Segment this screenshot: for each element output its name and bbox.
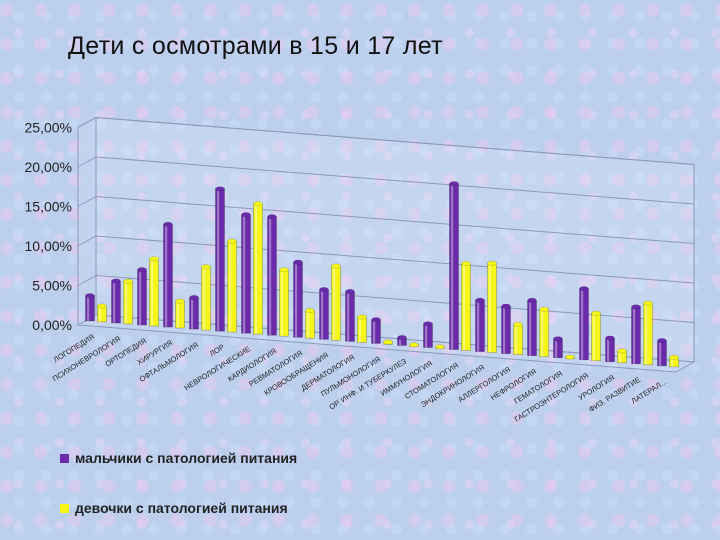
bar-boys-11 (371, 317, 381, 344)
bar-girls-9 (331, 263, 341, 341)
bar-girls-19 (591, 310, 601, 362)
bar-boys-3 (163, 221, 173, 328)
bar-boys-0 (85, 293, 95, 322)
bar-girls-7 (279, 267, 289, 337)
bar-girls-6 (253, 201, 263, 335)
chart-title: Дети с осмотрами в 15 и 17 лет (68, 32, 443, 60)
bar-boys-5 (215, 186, 225, 332)
bar-girls-22 (669, 354, 679, 368)
bar-boys-7 (267, 214, 277, 336)
bar-girls-17 (539, 306, 549, 357)
bar-girls-18 (565, 354, 575, 360)
bar-boys-17 (527, 297, 537, 356)
y-tick-label: 0,00% (32, 317, 72, 333)
bar-girls-21 (643, 300, 653, 366)
bar-girls-1 (123, 278, 133, 325)
bar-boys-20 (605, 335, 615, 363)
bar-boys-12 (397, 335, 407, 346)
y-tick-label: 10,00% (25, 238, 72, 254)
bar-boys-14 (449, 181, 459, 350)
y-axis-ticks: 0,00% 5,00% 10,00% 15,00% 20,00% 25,00% (25, 120, 72, 334)
bar-boys-13 (423, 321, 433, 348)
legend-swatch-boys (60, 453, 69, 463)
gridline (77, 156, 695, 205)
bar-boys-18 (553, 336, 563, 359)
legend-item-girls: девочки с патологией питания (60, 500, 288, 516)
bar-boys-10 (345, 289, 355, 342)
bar-boys-21 (631, 304, 641, 365)
bar-girls-15 (487, 260, 497, 353)
gridline (77, 116, 695, 165)
y-tick-label: 25,00% (25, 120, 72, 136)
gridline (77, 195, 695, 244)
bar-girls-16 (513, 322, 523, 355)
legend-swatch-girls (60, 503, 69, 513)
y-tick-label: 5,00% (32, 278, 72, 294)
bar-girls-11 (383, 339, 393, 345)
bar-girls-0 (97, 303, 107, 323)
y-tick-label: 15,00% (25, 199, 72, 215)
chart-bars (85, 181, 679, 368)
bar-girls-3 (175, 298, 185, 329)
bar-boys-8 (293, 259, 303, 338)
bar-girls-8 (305, 308, 315, 339)
bar-boys-6 (241, 212, 251, 334)
legend-item-boys: мальчики с патологией питания (60, 450, 297, 466)
bar-girls-2 (149, 256, 159, 327)
bar-girls-20 (617, 348, 627, 364)
bar-girls-14 (461, 261, 471, 351)
bar-girls-10 (357, 314, 367, 343)
bar-boys-2 (137, 267, 147, 326)
bar-boys-19 (579, 286, 589, 361)
bar-girls-5 (227, 238, 237, 333)
bar-boys-22 (657, 338, 667, 367)
legend-label-boys: мальчики с патологией питания (75, 450, 298, 466)
bar-boys-4 (189, 295, 199, 330)
legend-label-girls: девочки с патологией питания (75, 500, 288, 516)
bar-boys-16 (501, 303, 511, 354)
bar-girls-13 (435, 344, 445, 350)
bar-boys-15 (475, 297, 485, 352)
bar-girls-4 (201, 264, 211, 331)
y-tick-label: 20,00% (25, 159, 72, 175)
x-tick-label: ЛОР (208, 342, 226, 358)
bar-girls-12 (409, 342, 419, 348)
bar-boys-9 (319, 287, 329, 340)
bar-boys-1 (111, 278, 121, 324)
